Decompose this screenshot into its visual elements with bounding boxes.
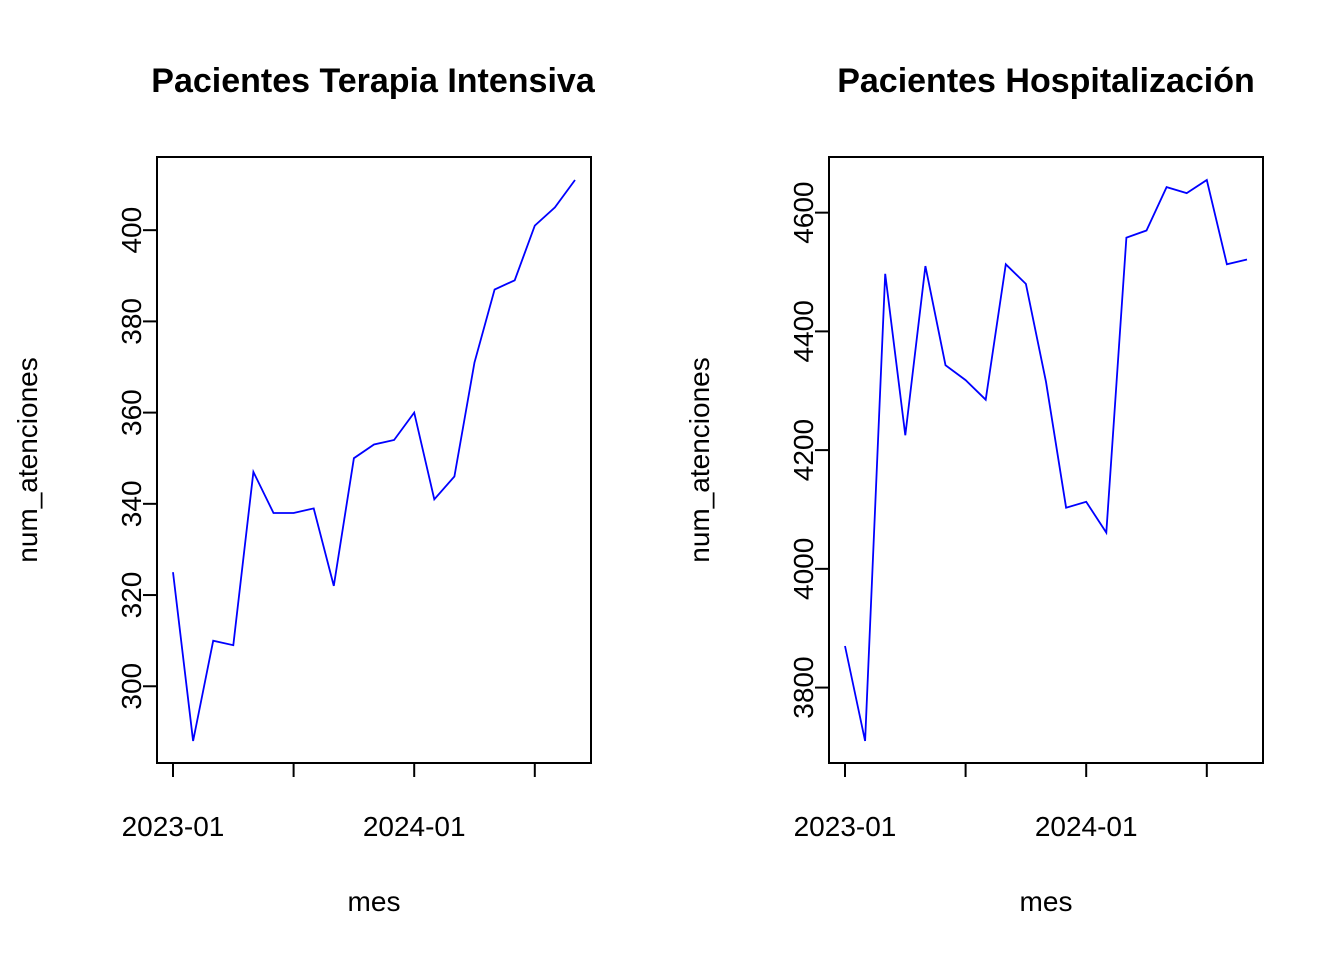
x-tick-label: 2023-01	[122, 811, 225, 842]
x-axis-icu: 2023-01 2024-01	[122, 762, 536, 842]
x-axis-label-icu: mes	[348, 886, 401, 917]
y-axis-label-hospitalization: num_atenciones	[684, 357, 715, 562]
y-tick-label: 3800	[788, 656, 819, 718]
y-tick-label: 400	[116, 207, 147, 254]
series-line-icu	[172, 179, 576, 742]
y-tick-label: 380	[116, 298, 147, 345]
y-tick-label: 4600	[788, 182, 819, 244]
x-tick-label: 2023-01	[794, 811, 897, 842]
chart-title-hospitalization: Pacientes Hospitalización	[837, 62, 1255, 100]
y-tick-label: 320	[116, 572, 147, 619]
series-hospitalization	[844, 178, 1248, 742]
series-icu	[172, 179, 576, 742]
plot-frame-hospitalization	[828, 156, 1264, 764]
y-tick-label: 4400	[788, 300, 819, 362]
y-tick-label: 4000	[788, 538, 819, 600]
x-axis-label-hospitalization: mes	[1020, 886, 1073, 917]
panel-hospitalization: Pacientes Hospitalización mes num_atenci…	[684, 62, 1264, 917]
y-tick-label: 300	[116, 663, 147, 710]
y-axis-hospitalization: 3800 4000 4200 4400 4600	[788, 182, 830, 719]
y-axis-icu: 300 320 340 360 380 400	[116, 207, 158, 710]
x-tick-label: 2024-01	[1035, 811, 1138, 842]
y-tick-label: 340	[116, 480, 147, 527]
x-axis-hospitalization: 2023-01 2024-01	[794, 762, 1208, 842]
x-tick-label: 2024-01	[363, 811, 466, 842]
y-tick-label: 4200	[788, 419, 819, 481]
y-axis-label-icu: num_atenciones	[12, 357, 43, 562]
panel-icu: Pacientes Terapia Intensiva mes num_aten…	[12, 62, 596, 917]
series-line-hospitalization	[844, 178, 1248, 742]
chart-title-icu: Pacientes Terapia Intensiva	[151, 62, 596, 100]
y-tick-label: 360	[116, 389, 147, 436]
